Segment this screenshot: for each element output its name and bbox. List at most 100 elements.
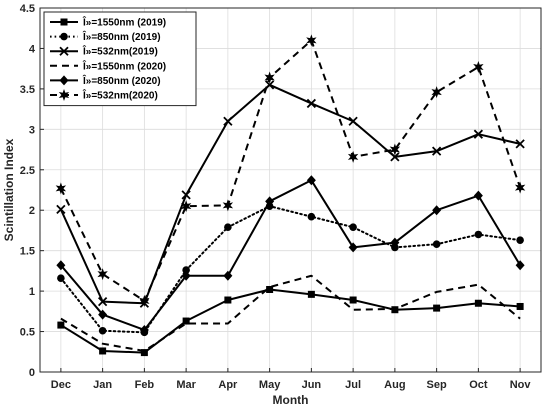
series-6-point xyxy=(389,143,401,156)
legend-label: Î»=1550nm (2020) xyxy=(82,59,166,72)
series-2-point xyxy=(474,230,483,239)
series-1-point xyxy=(474,299,482,307)
legend-swatch-marker xyxy=(60,32,68,41)
series-2-point xyxy=(432,240,441,248)
legend-item: Î»=1550nm (2019) xyxy=(50,16,166,29)
series-6-point xyxy=(514,181,526,194)
series-6-point xyxy=(97,268,108,281)
series-3 xyxy=(56,80,525,308)
series-5-line xyxy=(60,179,521,331)
series-5-point xyxy=(432,205,442,216)
x-tick-label: Sep xyxy=(427,379,447,391)
series-1-point xyxy=(433,304,441,312)
series-5-point xyxy=(98,309,108,320)
series-2-point xyxy=(516,236,524,244)
series-6-point xyxy=(222,199,234,212)
legend-swatch-marker xyxy=(60,18,68,26)
y-tick-label: 1.5 xyxy=(20,246,35,258)
series-3-point xyxy=(56,204,66,215)
series-2-point xyxy=(57,274,65,282)
series-1-point xyxy=(307,290,315,298)
y-tick-label: 0 xyxy=(29,367,35,379)
x-tick-label: Jul xyxy=(345,379,361,391)
series-5-point xyxy=(139,324,149,335)
y-tick-label: 4.5 xyxy=(20,3,35,15)
series-5-point xyxy=(348,242,358,253)
series-5-point xyxy=(473,190,483,201)
y-axis-ticks: 0 0.5 1 1.5 2 2.5 3 3.5 4 4.5 xyxy=(20,3,44,379)
legend-label: Î»=850nm (2020) xyxy=(82,74,161,87)
x-tick-label: May xyxy=(259,379,281,391)
series-3-point xyxy=(473,129,484,139)
series-1-point xyxy=(349,296,357,304)
y-tick-label: 0.5 xyxy=(20,327,35,339)
series-5-point xyxy=(56,260,66,271)
series-4 xyxy=(60,274,521,352)
x-tick-label: Dec xyxy=(51,379,71,391)
legend-item: Î»=1550nm (2020) xyxy=(50,59,166,72)
legend-label: Î»=532nm(2019) xyxy=(82,45,158,58)
x-tick-label: Feb xyxy=(135,379,155,391)
series-3-point xyxy=(348,116,358,126)
series-2 xyxy=(57,202,524,337)
series-5-point xyxy=(181,270,191,281)
series-6-point xyxy=(55,182,67,195)
series-6-point xyxy=(431,86,442,99)
series-6-point xyxy=(180,200,192,213)
series-2-point xyxy=(182,266,190,274)
legend-item: Î»=532nm(2019) xyxy=(50,45,158,58)
series-3-point xyxy=(515,139,525,149)
legend-label: Î»=1550nm (2019) xyxy=(82,16,166,29)
series-5-point xyxy=(223,270,233,281)
series-4-line xyxy=(60,274,521,352)
y-tick-label: 3 xyxy=(29,124,35,136)
axes-frame xyxy=(39,7,542,373)
series-6-line xyxy=(59,39,522,302)
y-tick-label: 1 xyxy=(29,286,35,298)
series-5-point xyxy=(265,196,275,207)
x-tick-label: Oct xyxy=(469,379,488,391)
series-1-point xyxy=(99,347,107,355)
x-tick-label: Jan xyxy=(93,379,112,391)
series-1 xyxy=(57,285,524,357)
legend-box xyxy=(43,11,197,107)
series-5-point xyxy=(515,260,525,271)
series-1-line xyxy=(60,288,521,354)
series-6-point xyxy=(139,294,150,307)
series-6-point xyxy=(306,34,317,47)
series-3-point xyxy=(97,296,108,307)
legend-item: Î»=850nm (2019) xyxy=(50,30,161,43)
x-tick-label: Aug xyxy=(384,379,405,391)
legend-label: Î»=532nm(2020) xyxy=(82,89,158,102)
series-6-point xyxy=(347,150,359,163)
x-tick-label: Nov xyxy=(510,379,532,391)
legend-label: Î»=850nm (2019) xyxy=(82,30,161,43)
y-tick-label: 2.5 xyxy=(20,165,35,177)
legend-swatch-marker xyxy=(59,46,69,56)
series-1-point xyxy=(57,321,65,329)
x-axis-ticks: Dec Jan Feb Mar Apr May Jun Jul Aug Sep Oct Nov xyxy=(51,368,532,391)
x-tick-label: Mar xyxy=(176,379,196,391)
series-2-point xyxy=(307,212,316,221)
series-6-point xyxy=(473,61,484,74)
series-3-point xyxy=(431,146,442,156)
series-6-point xyxy=(264,71,275,84)
y-axis-label: Scintillation Index xyxy=(2,138,16,241)
legend-swatch-marker xyxy=(58,89,70,101)
x-axis-label: Month xyxy=(273,393,309,407)
series-3-point xyxy=(181,190,191,200)
series-1-point xyxy=(182,317,190,325)
legend-item: Î»=532nm(2020) xyxy=(50,89,158,102)
series-1-point xyxy=(140,349,148,357)
series-3-point xyxy=(306,98,317,109)
series-5-point xyxy=(390,237,400,248)
series-1-point xyxy=(516,302,524,310)
y-tick-label: 3.5 xyxy=(20,84,35,96)
series-1-point xyxy=(266,285,274,293)
series-6 xyxy=(55,34,526,307)
series-3-line xyxy=(59,83,521,305)
series-5 xyxy=(56,175,525,335)
legend: Î»=1550nm (2019)Î»=850nm (2019) Î»=532nm(… xyxy=(43,11,197,107)
series-1-point xyxy=(224,296,232,304)
y-tick-label: 4 xyxy=(29,43,36,55)
